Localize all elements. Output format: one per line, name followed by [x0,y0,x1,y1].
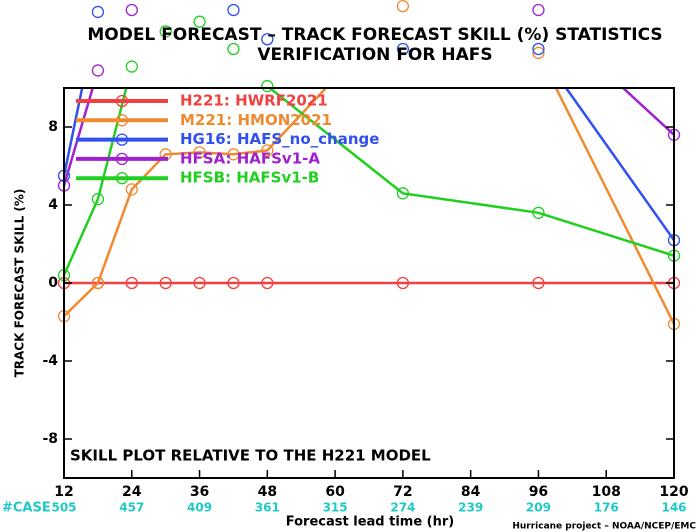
data-point [532,42,545,56]
data-point [227,148,240,161]
data-point [261,33,274,46]
case-count: 315 [323,501,348,515]
legend-label: M221: HMON2021 [180,111,332,129]
data-point [396,276,410,290]
data-point [396,42,410,56]
case-count: 274 [390,501,415,515]
data-point [532,206,545,219]
data-point [125,60,138,73]
x-tick-label: 108 [592,484,621,500]
x-tick-label: 24 [122,484,142,500]
legend-label: HFSA: HAFSv1-A [180,149,320,167]
case-count: 505 [51,501,76,515]
data-point [193,276,206,290]
data-point [125,3,138,17]
legend-marker [115,114,129,127]
case-count: 457 [119,501,144,515]
legend-marker [115,172,129,185]
case-count: 361 [255,501,280,515]
legend-marker [115,94,129,108]
data-point [91,276,105,290]
x-tick-label: 84 [461,484,481,500]
data-point [396,187,410,200]
case-count: 176 [594,501,619,515]
data-point [532,276,545,290]
series-line [64,88,674,276]
x-tick-label: 120 [659,484,688,500]
data-point [396,0,410,13]
plot-lines [64,88,674,325]
plot-frame [63,87,675,479]
y-tick-label: 4 [48,197,58,213]
data-point [193,146,206,159]
legend-marker [115,152,129,166]
x-tick-label: 12 [54,484,73,500]
data-point [159,276,172,290]
legend-label: H221: HWRF2021 [180,92,328,110]
data-point [227,42,240,56]
data-point [261,276,274,290]
credit: Hurricane project – NOAA/NCEP/EMC [512,522,696,532]
case-count: 239 [458,501,483,515]
series-line [64,88,674,325]
legend-marker [115,133,129,146]
y-tick-label: -4 [42,353,58,369]
legend-label: HG16: HAFS_no_change [180,130,379,148]
data-point [91,5,105,19]
y-axis-label: TRACK FORECAST SKILL (%) [13,189,27,378]
data-point [261,144,274,157]
data-point [125,276,138,290]
data-point [91,192,105,206]
x-tick-label: 72 [393,484,412,500]
case-count: 209 [526,501,551,515]
data-point [532,46,545,60]
data-point [91,64,105,77]
data-point [532,3,545,17]
x-axis-label: Forecast lead time (hr) [286,515,454,530]
data-point [227,276,240,290]
y-tick-label: -8 [42,431,58,447]
chart-subtitle: VERIFICATION FOR HAFS [257,45,492,65]
case-count: 146 [661,501,686,515]
data-point [261,79,274,93]
y-tick-label: 0 [48,275,58,291]
x-tick-label: 60 [325,484,345,500]
x-tick-label: 48 [258,484,277,500]
data-point [227,3,240,17]
data-point [125,183,138,196]
legend-label: HFSB: HAFSv1-B [180,169,319,187]
annotation: SKILL PLOT RELATIVE TO THE H221 MODEL [70,447,431,465]
chart-title: MODEL FORECAST – TRACK FORECAST SKILL (%… [87,25,662,45]
x-tick-label: 36 [190,484,209,500]
x-tick-label: 96 [529,484,548,500]
cases-label: #CASE [2,501,51,516]
data-point [193,15,206,28]
data-point [159,25,172,38]
case-count: 409 [187,501,212,515]
y-tick-label: 8 [48,119,58,135]
